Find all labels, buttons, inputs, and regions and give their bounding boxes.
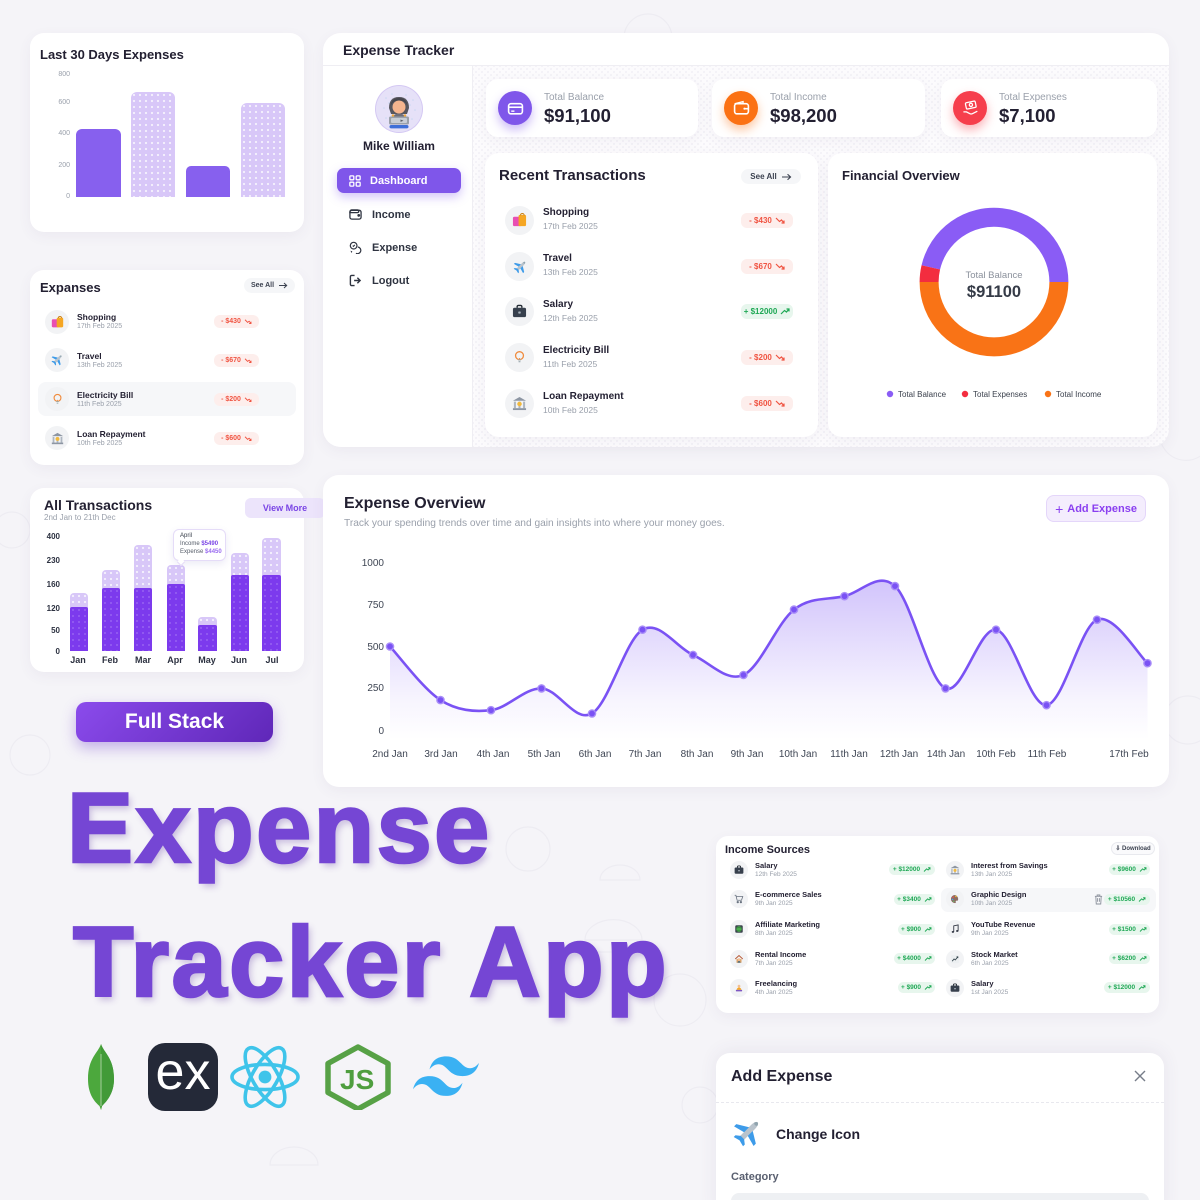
svg-text:4th Jan: 4th Jan xyxy=(477,749,510,760)
svg-text:JS: JS xyxy=(340,1064,374,1095)
svg-text:11th Feb: 11th Feb xyxy=(1028,749,1067,760)
svg-text:250: 250 xyxy=(367,683,384,694)
svg-text:Total Expenses: Total Expenses xyxy=(973,390,1027,399)
svg-text:Total Balance: Total Balance xyxy=(898,390,947,399)
svg-text:0: 0 xyxy=(378,726,384,737)
svg-text:12th Jan: 12th Jan xyxy=(880,749,918,760)
svg-text:$91100: $91100 xyxy=(967,283,1021,301)
svg-text:Total Income: Total Income xyxy=(1056,390,1102,399)
svg-text:10th Feb: 10th Feb xyxy=(976,749,1016,760)
svg-text:750: 750 xyxy=(367,600,384,611)
svg-text:6th Jan: 6th Jan xyxy=(579,749,612,760)
svg-text:17th Feb: 17th Feb xyxy=(1109,749,1149,760)
svg-text:10th Jan: 10th Jan xyxy=(779,749,817,760)
svg-text:1000: 1000 xyxy=(362,558,385,569)
svg-text:11th Jan: 11th Jan xyxy=(830,749,868,760)
svg-text:2nd Jan: 2nd Jan xyxy=(372,749,408,760)
svg-text:500: 500 xyxy=(367,642,384,653)
svg-text:9th Jan: 9th Jan xyxy=(731,749,764,760)
svg-text:7th Jan: 7th Jan xyxy=(629,749,662,760)
svg-text:3rd Jan: 3rd Jan xyxy=(424,749,457,760)
svg-text:5th Jan: 5th Jan xyxy=(528,749,561,760)
svg-text:Total Balance: Total Balance xyxy=(965,270,1022,281)
svg-text:14th Jan: 14th Jan xyxy=(927,749,965,760)
svg-text:8th Jan: 8th Jan xyxy=(681,749,714,760)
